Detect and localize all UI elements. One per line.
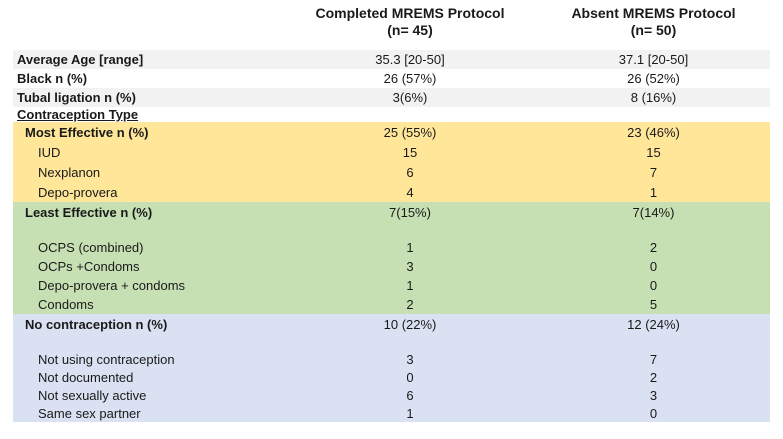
table-row: Condoms 2 5 [13, 295, 770, 314]
table-row: Average Age [range] 35.3 [20-50] 37.1 [20-… [13, 50, 770, 69]
table-row: IUD 15 15 [13, 142, 770, 162]
value-absent: 37.1 [20-50] [618, 52, 689, 67]
value-completed: 25 (55%) [383, 124, 437, 140]
value-completed: 1 [406, 240, 414, 255]
table-row: Most Effective n (%) 25 (55%) 23 (46%) [13, 122, 770, 142]
table-body: Average Age [range] 35.3 [20-50] 37.1 [20-… [13, 50, 770, 422]
table-row: Tubal ligation n (%) 3(6%) 8 (16%) [13, 88, 770, 107]
value-completed: 7(15%) [389, 204, 431, 220]
table-row [13, 222, 770, 238]
value-completed: 3 [406, 259, 414, 274]
value-completed: 0 [406, 369, 414, 385]
value-absent: 0 [649, 405, 658, 421]
value-completed: 2 [406, 297, 414, 312]
value-completed: 3(6%) [392, 90, 428, 105]
header-label-spacer [13, 0, 283, 50]
table-row: Not using contraception 3 7 [13, 350, 770, 368]
value-absent: 0 [649, 259, 658, 274]
table-header-row: Completed MREMS Protocol (n= 45) Absent … [13, 0, 770, 50]
value-absent: 15 [646, 144, 661, 160]
value-completed: 6 [406, 387, 414, 403]
table-row: No contraception n (%) 10 (22%) 12 (24%) [13, 314, 770, 334]
table-row: OCPS (combined) 1 2 [13, 238, 770, 257]
column-title-completed: Completed MREMS Protocol [315, 5, 505, 21]
value-completed: 1 [406, 405, 414, 421]
row-label: Same sex partner [38, 405, 141, 421]
row-label: Contraception Type [17, 107, 139, 122]
table-row: Black n (%) 26 (57%) 26 (52%) [13, 69, 770, 88]
value-absent: 0 [649, 278, 658, 293]
row-label: Not using contraception [38, 351, 175, 367]
value-absent: 7(14%) [632, 204, 675, 220]
column-header-completed: Completed MREMS Protocol (n= 45) [283, 0, 537, 50]
value-absent: 23 (46%) [627, 124, 680, 140]
value-completed: 35.3 [20-50] [375, 52, 445, 67]
table-row: Not documented 0 2 [13, 368, 770, 386]
row-label: Black n (%) [17, 71, 88, 86]
row-label: Not sexually active [38, 387, 147, 403]
table-row: Least Effective n (%) 7(15%) 7(14%) [13, 202, 770, 222]
row-label: Nexplanon [38, 164, 101, 180]
row-label: Least Effective n (%) [25, 204, 153, 220]
row-label: Not documented [38, 369, 134, 385]
value-completed: 26 (57%) [383, 71, 437, 86]
value-absent: 8 (16%) [630, 90, 677, 105]
value-absent: 7 [649, 351, 658, 367]
row-label: No contraception n (%) [25, 316, 168, 332]
value-absent: 5 [649, 297, 658, 312]
value-completed: 6 [406, 164, 414, 180]
value-completed: 4 [406, 184, 414, 200]
row-label: Condoms [38, 297, 94, 312]
study-results-table: Completed MREMS Protocol (n= 45) Absent … [13, 0, 770, 422]
row-label: Depo-provera [38, 184, 118, 200]
column-subtitle-absent-n: (n= 50) [630, 22, 677, 38]
table-row: Depo-provera 4 1 [13, 182, 770, 202]
table-row: Contraception Type [13, 107, 770, 122]
table-row [13, 334, 770, 350]
value-absent: 7 [649, 164, 658, 180]
row-label: Tubal ligation n (%) [17, 90, 136, 105]
value-completed: 1 [406, 278, 414, 293]
row-label: OCPS (combined) [38, 240, 144, 255]
table-row: Same sex partner 1 0 [13, 404, 770, 422]
row-label: Depo-provera + condoms [38, 278, 186, 293]
value-absent: 3 [649, 387, 658, 403]
table-row: OCPs +Condoms 3 0 [13, 257, 770, 276]
table-row: Nexplanon 6 7 [13, 162, 770, 182]
value-completed: 3 [406, 351, 414, 367]
row-label: Most Effective n (%) [25, 124, 149, 140]
value-absent: 26 (52%) [627, 71, 680, 86]
value-absent: 2 [649, 369, 658, 385]
column-title-absent: Absent MREMS Protocol [571, 5, 736, 21]
value-completed: 10 (22%) [383, 316, 437, 332]
value-completed: 15 [402, 144, 418, 160]
row-label: OCPs +Condoms [38, 259, 140, 274]
value-absent: 12 (24%) [627, 316, 680, 332]
column-header-absent: Absent MREMS Protocol (n= 50) [537, 0, 770, 50]
value-absent: 1 [649, 184, 658, 200]
table-row: Not sexually active 6 3 [13, 386, 770, 404]
row-label: Average Age [range] [17, 52, 144, 67]
table-row: Depo-provera + condoms 1 0 [13, 276, 770, 295]
row-label: IUD [38, 144, 61, 160]
column-subtitle-completed-n: (n= 45) [387, 22, 433, 38]
value-absent: 2 [649, 240, 658, 255]
